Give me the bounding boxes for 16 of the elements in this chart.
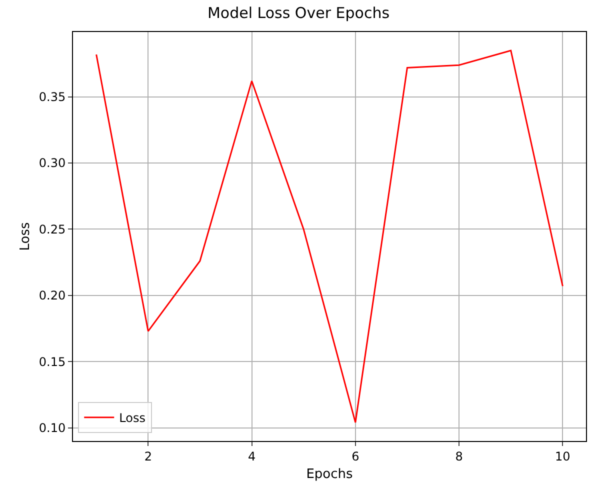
y-tick-label: 0.25: [38, 222, 66, 236]
x-tick-label: 10: [555, 449, 570, 464]
y-tick-label: 0.10: [38, 420, 66, 435]
x-axis-title: Epochs: [306, 467, 354, 482]
x-tick-label: 2: [144, 449, 152, 464]
x-tick-label: 8: [455, 449, 463, 464]
y-tick-label: 0.30: [38, 156, 66, 170]
chart-title: Model Loss Over Epochs: [207, 4, 390, 22]
y-tick-label: 0.35: [38, 90, 66, 104]
y-axis-title: Loss: [18, 222, 33, 251]
legend-label: Loss: [119, 411, 146, 425]
x-tick-label: 6: [352, 449, 360, 464]
y-tick-label: 0.20: [38, 288, 66, 303]
x-tick-label: 4: [248, 449, 256, 464]
y-tick-label: 0.15: [38, 354, 66, 369]
line-series: [96, 50, 564, 424]
